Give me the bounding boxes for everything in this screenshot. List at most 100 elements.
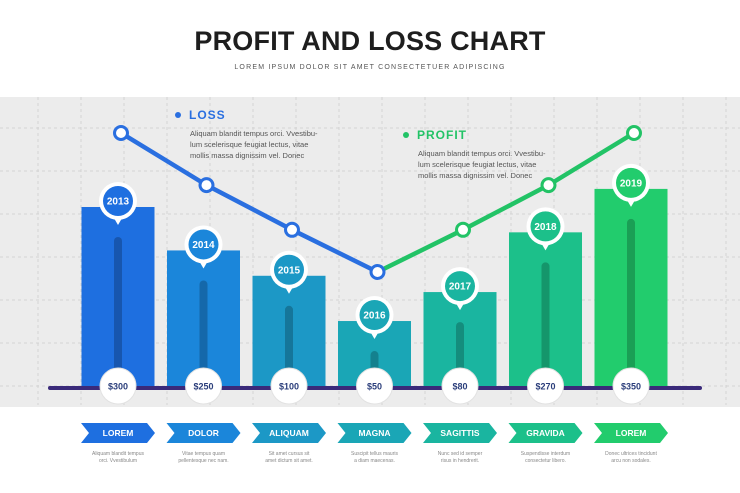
year-label: 2018 xyxy=(534,222,557,233)
category-description: Aliquam blandit tempus orci. Vvestibulum xyxy=(80,451,156,465)
year-label: 2017 xyxy=(449,282,472,293)
category-label: LOREM xyxy=(615,428,647,438)
category-description: Sit amet cursus sit amet dictum sit amet. xyxy=(251,451,327,465)
category-chevron xyxy=(252,423,326,443)
legend-profit-description-line: lum scelerisque feugiat lectus, vitae xyxy=(418,160,537,169)
legend-profit-label: PROFIT xyxy=(417,128,467,142)
category-label: MAGNA xyxy=(358,428,391,438)
bar-stem xyxy=(199,280,208,388)
page-subtitle: LOREM IPSUM DOLOR SIT AMET CONSECTETUER … xyxy=(234,64,506,71)
legend-loss-description: Aliquam blandit tempus orci. Vvestibu- l… xyxy=(190,128,340,161)
value-label: $350 xyxy=(621,382,641,392)
series-line-segment xyxy=(118,130,209,188)
value-badge xyxy=(527,367,564,405)
category-description-line: orci. Vvestibulum xyxy=(98,458,138,464)
category-description-line: Vitae tempus quam xyxy=(182,451,225,457)
year-label: 2016 xyxy=(363,311,386,322)
category-description-line: arcu non sodales. xyxy=(611,458,651,464)
value-label: $250 xyxy=(193,382,213,392)
category-description: Donec ultrices tincidunt arcu non sodales… xyxy=(593,451,669,465)
category-description-line: Sit amet cursus sit xyxy=(268,451,310,457)
bar-stem xyxy=(114,237,122,388)
legend-loss-label: LOSS xyxy=(189,108,226,122)
series-point xyxy=(455,221,471,238)
category-label: LOREM xyxy=(102,428,134,438)
category-label: SAGITTIS xyxy=(440,428,480,438)
category-description-line: consectetur libero. xyxy=(525,458,566,464)
series-line-segment xyxy=(204,182,295,233)
category-description-line: risus in hendrerit. xyxy=(440,458,480,464)
value-badge xyxy=(185,367,222,405)
year-pin-fill xyxy=(616,167,646,198)
legend-loss-description-line: Aliquam blandit tempus orci. Vvestibu- xyxy=(190,129,318,138)
category-chevron xyxy=(423,423,497,443)
legend-profit-description-line: mollis massa dignissim vel. Donec xyxy=(418,171,533,180)
bar-stem xyxy=(541,262,550,388)
year-pin-fill xyxy=(103,186,133,216)
series-point xyxy=(540,177,557,194)
category-description: Suscipit tellus mauris a diam maecenas. xyxy=(337,451,413,465)
category-description-line: amet dictum sit amet. xyxy=(265,458,313,464)
value-label: $100 xyxy=(279,382,299,392)
year-pin-fill xyxy=(530,211,561,242)
category-description: Nunc sed id semper risus in hendrerit. xyxy=(422,451,498,465)
bar xyxy=(167,250,240,388)
value-label: $270 xyxy=(535,382,555,392)
value-label: $300 xyxy=(108,382,128,392)
category-description-line: Suspendisse interdum xyxy=(520,451,571,457)
category-description-line: a diam maecenas. xyxy=(354,458,395,464)
legend-loss-description-line: mollis massa dignissim vel. Donec xyxy=(190,151,305,160)
value-badge xyxy=(99,367,137,405)
category-chevron xyxy=(166,423,241,443)
series-point xyxy=(284,221,300,238)
legend-loss-description-line: lum scelerisque feugiat lectus, vitae xyxy=(190,140,309,149)
category-chevron xyxy=(594,423,668,443)
value-badge xyxy=(270,367,308,405)
value-badge xyxy=(356,367,393,405)
series-point xyxy=(113,125,129,141)
category-description: Suspendisse interdum consectetur libero. xyxy=(508,451,584,465)
category-description-line: Suscipit tellus mauris xyxy=(351,451,398,457)
series-line-segment xyxy=(460,182,551,233)
series-line-segment xyxy=(546,130,637,188)
series-point xyxy=(198,177,215,194)
category-label: DOLOR xyxy=(188,428,219,438)
legend-loss: LOSS xyxy=(175,108,226,122)
year-pin-fill xyxy=(188,229,219,260)
value-label: $80 xyxy=(452,382,467,392)
bar xyxy=(81,207,155,388)
category-description: Vitae tempus quam pellentesque nec nam. xyxy=(166,451,242,465)
category-label: ALIQUAM xyxy=(269,428,309,438)
legend-profit: PROFIT xyxy=(403,128,467,142)
value-badge xyxy=(612,367,650,405)
year-pin-fill xyxy=(359,300,390,331)
bar-stem xyxy=(627,218,635,388)
category-description-line: pellentesque nec nam. xyxy=(178,458,229,464)
page-title: PROFIT AND LOSS CHART xyxy=(194,26,546,56)
category-description-line: Donec ultrices tincidunt xyxy=(605,451,657,457)
category-chevron xyxy=(508,423,583,443)
year-label: 2019 xyxy=(620,178,643,189)
year-label: 2015 xyxy=(278,265,301,276)
series-point xyxy=(626,125,642,141)
year-pin-fill xyxy=(445,271,475,302)
series-point xyxy=(369,264,386,280)
legend-profit-dot xyxy=(403,131,409,138)
legend-loss-dot xyxy=(175,111,181,118)
category-chevron xyxy=(81,423,155,443)
value-badge xyxy=(441,367,479,405)
bar xyxy=(509,232,582,388)
value-label: $50 xyxy=(367,382,382,392)
series-line-segment xyxy=(289,227,380,275)
series-line-segment xyxy=(375,227,466,275)
category-label: GRAVIDA xyxy=(526,428,565,438)
bar xyxy=(594,188,668,388)
year-label: 2013 xyxy=(107,197,130,208)
category-description-line: Nunc sed id semper xyxy=(437,451,483,457)
category-chevron xyxy=(337,423,412,443)
year-label: 2014 xyxy=(192,240,215,251)
legend-profit-description-line: Aliquam blandit tempus orci. Vvestibu- xyxy=(418,149,546,158)
legend-profit-description: Aliquam blandit tempus orci. Vvestibu- l… xyxy=(418,148,568,181)
category-description-line: Aliquam blandit tempus xyxy=(92,451,144,457)
